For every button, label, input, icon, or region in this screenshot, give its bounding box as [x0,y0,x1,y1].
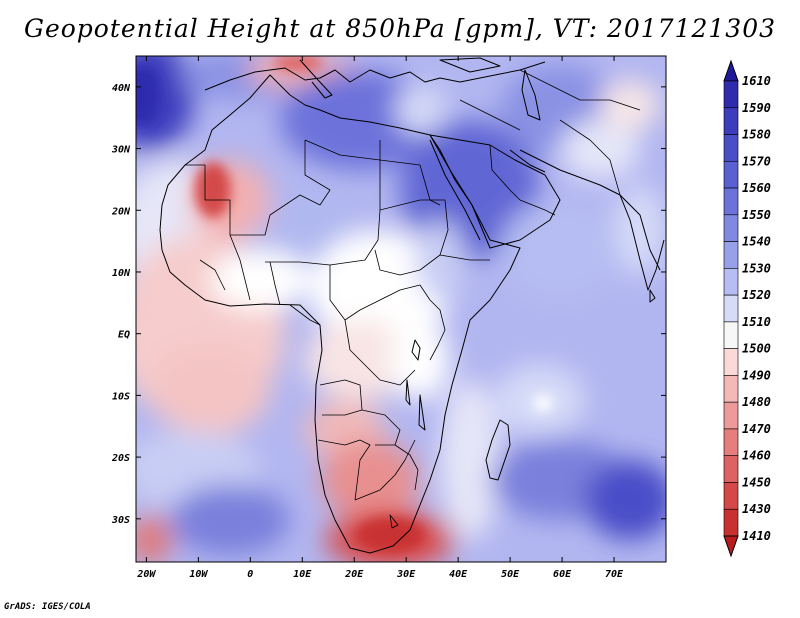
colorbar: 1610 1590 1580 1570 1560 1550 1540 1530 1520 1510… [723,59,771,558]
colorbar-level-label: 1590 [742,101,771,115]
lon-tick-label: 0 [247,569,253,580]
colorbar-swatch [723,508,739,537]
colorbar-swatch [723,482,739,510]
colorbar-swatch [723,268,739,296]
lon-tick-label: 60E [553,569,572,580]
colorbar-swatch [723,401,739,430]
colorbar-swatch [723,241,739,269]
colorbar-swatch [723,187,739,216]
lon-tick-label: 20W [136,569,156,580]
colorbar-level-label: 1580 [742,128,771,142]
colorbar-swatch [723,375,739,403]
lat-tick-label: 20N [111,206,131,217]
lat-tick-label: 20S [111,453,130,464]
lon-tick-label: 70E [605,569,624,580]
colorbar-level-label: 1410 [742,529,771,543]
colorbar-swatch [723,348,739,376]
colorbar-level-label: 1510 [742,315,771,329]
lat-tick-label: 10S [112,391,130,402]
longitude-axis: 20W 10W 0 10E 20E 30E 40E 50E 60E 70E [136,569,624,580]
grads-credit: GrADS: IGES/COLA [4,602,91,612]
colorbar-level-label: 1470 [742,422,771,436]
colorbar-min-arrow [723,535,739,558]
colorbar-swatch [723,80,739,109]
colorbar-swatch [723,294,739,323]
colorbar-swatch [723,214,739,242]
colorbar-swatch [723,107,739,135]
country-borders [185,69,641,529]
lon-tick-label: 50E [501,569,520,580]
colorbar-level-label: 1480 [742,395,771,409]
colorbar-level-label: 1610 [742,74,771,88]
colorbar-max-arrow [723,59,739,82]
lon-tick-label: 20E [344,569,364,580]
colorbar-level-label: 1520 [742,288,771,302]
colorbar-level-label: 1560 [742,181,771,195]
height-field [136,56,666,562]
colorbar-swatch [723,321,739,349]
latitude-axis: 40N 30N 20N 10N EQ 10S 20S 30S [111,83,131,526]
lon-tick-label: 10E [293,569,312,580]
lon-tick-label: 40E [449,569,468,580]
colorbar-swatch [723,160,739,189]
colorbar-level-label: 1550 [742,208,771,222]
map-title: Geopotential Height at 850hPa [gpm], VT:… [23,14,777,43]
colorbar-level-label: 1490 [742,368,771,382]
lat-tick-label: 30S [111,515,130,526]
colorbar-level-label: 1540 [742,235,771,249]
lat-tick-label: 30N [111,145,131,156]
lat-tick-label: EQ [118,330,130,341]
plot-frame [135,55,667,563]
colorbar-swatch [723,455,739,483]
lon-tick-label: 10W [189,569,208,580]
lat-tick-label: 10N [112,268,131,279]
colorbar-level-label: 1450 [742,475,771,489]
colorbar-level-label: 1430 [742,502,771,516]
lat-tick-label: 40N [112,83,131,94]
colorbar-level-label: 1460 [742,449,771,463]
colorbar-level-label: 1530 [742,261,771,275]
colorbar-swatch [723,428,739,457]
colorbar-level-label: 1500 [742,342,771,356]
colorbar-level-label: 1570 [742,154,771,168]
colorbar-swatch [723,134,739,162]
lon-tick-label: 30E [396,569,416,580]
